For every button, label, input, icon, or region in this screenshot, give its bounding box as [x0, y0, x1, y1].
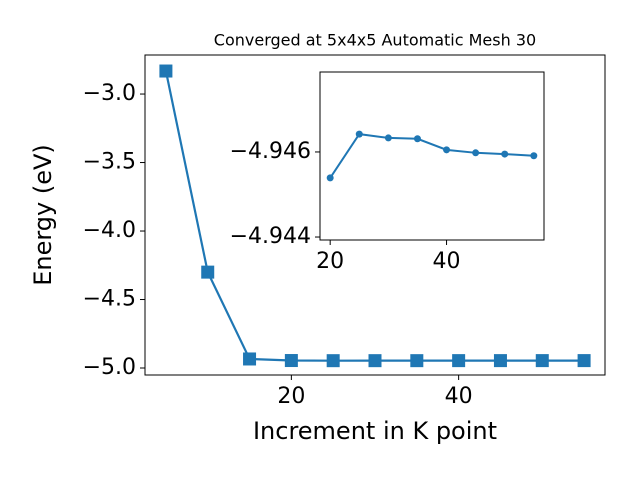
marker: [493, 354, 507, 368]
marker: [159, 64, 173, 78]
marker: [535, 354, 549, 368]
x-axis-label: Increment in K point: [253, 417, 497, 445]
x-tick-label: 20: [316, 249, 344, 274]
marker: [443, 146, 451, 154]
marker: [355, 130, 363, 138]
marker: [368, 354, 382, 368]
y-tick-label: −3.5: [83, 150, 136, 175]
y-tick-label: −4.0: [83, 218, 136, 243]
marker: [452, 354, 466, 368]
marker: [201, 265, 215, 279]
marker: [413, 135, 421, 143]
marker: [501, 150, 509, 158]
marker: [577, 354, 591, 368]
x-tick-label: 40: [445, 384, 473, 409]
plot-area: [319, 71, 545, 241]
y-tick-label: −4.5: [83, 287, 136, 312]
marker: [326, 174, 334, 182]
x-tick-label: 20: [277, 384, 305, 409]
y-axis-label: Energy (eV): [29, 144, 57, 286]
marker: [326, 354, 340, 368]
marker: [384, 134, 392, 142]
y-tick-label: −4.946: [230, 139, 311, 164]
y-tick-label: −5.0: [83, 355, 136, 380]
x-tick-label: 40: [433, 249, 461, 274]
marker: [243, 352, 257, 366]
data-line: [329, 133, 534, 179]
chart-title: Converged at 5x4x5 Automatic Mesh 30: [214, 31, 536, 50]
marker: [410, 354, 424, 368]
y-tick-label: −4.944: [230, 224, 311, 249]
marker: [472, 149, 480, 157]
y-tick-label: −3.0: [83, 81, 136, 106]
marker: [284, 354, 298, 368]
marker: [530, 152, 538, 160]
